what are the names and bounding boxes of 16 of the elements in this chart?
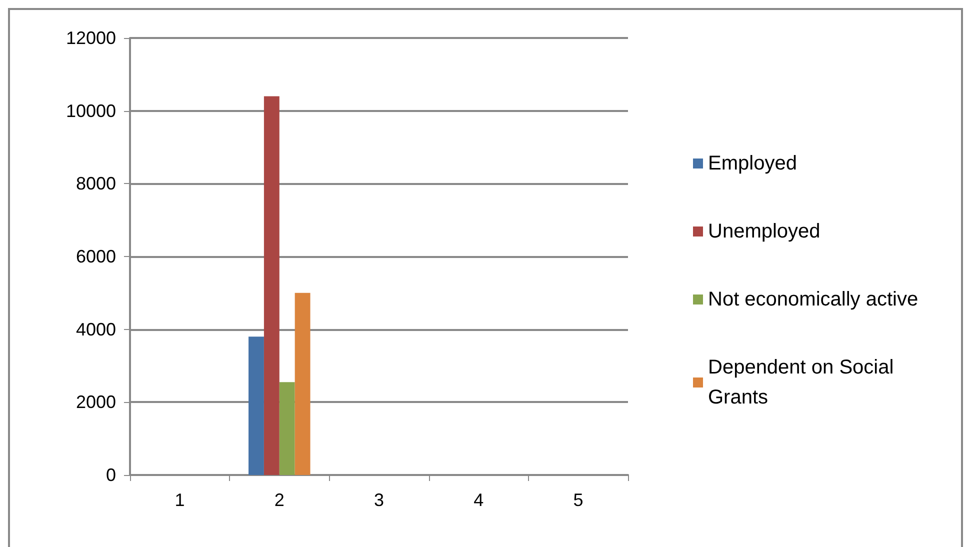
y-tick-label: 12000 [66, 28, 116, 48]
legend-label: Dependent on Social Grants [708, 356, 900, 408]
x-tick-label: 4 [474, 490, 484, 510]
y-tick-label: 6000 [76, 246, 116, 266]
legend-label: Unemployed [708, 220, 820, 242]
x-tick-label: 1 [174, 490, 185, 510]
x-tick-label: 5 [573, 490, 584, 510]
y-tick-label: 2000 [76, 392, 116, 412]
y-tick-label: 0 [106, 465, 116, 485]
y-tick-label: 8000 [76, 174, 116, 194]
y-tick-label: 10000 [66, 100, 116, 121]
legend-label: Employed [708, 152, 797, 174]
x-tick-label: 2 [274, 490, 284, 510]
x-tick-label: 3 [374, 490, 384, 510]
y-tick-label: 4000 [76, 319, 116, 340]
legend-label: Not economically active [708, 288, 918, 310]
